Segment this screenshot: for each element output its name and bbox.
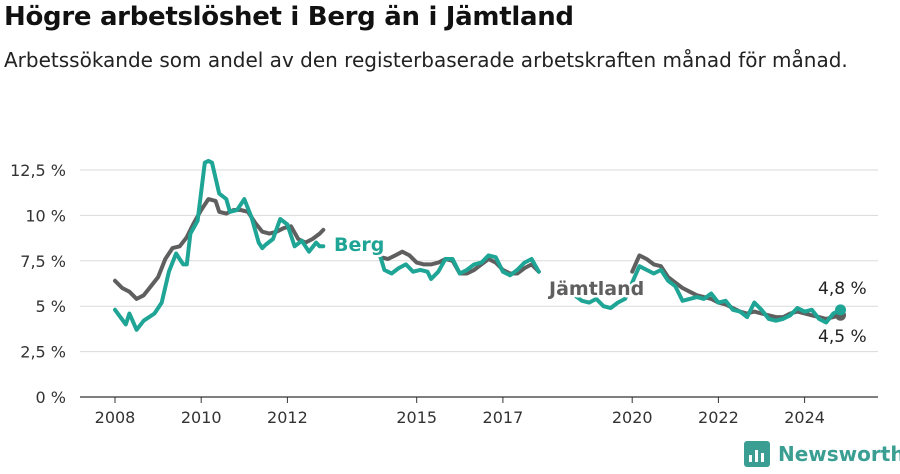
series-labels: Berg Jämtland 4,8 % 4,5 %: [332, 232, 867, 348]
series-line-berg: [572, 264, 843, 325]
y-tick-label: 7,5 %: [20, 252, 66, 271]
y-tick-label: 2,5 %: [20, 343, 66, 362]
series-line-jamtland: [113, 197, 326, 301]
y-tick-labels: 0 % 2,5 % 5 % 7,5 % 10 % 12,5 %: [10, 161, 66, 407]
x-tick-label: 2010: [181, 408, 222, 427]
series-name-label: Berg: [334, 234, 384, 256]
x-tick-label: 2012: [267, 408, 308, 427]
x-axis: 2008 2010 2012 2015 2017 2020 2022 2024: [80, 396, 878, 427]
end-value-label: 4,8 %: [818, 279, 867, 299]
y-tick-label: 5 %: [36, 297, 66, 316]
chart-title: Högre arbetslöshet i Berg än i Jämtland: [4, 2, 574, 32]
y-tick-label: 12,5 %: [10, 161, 66, 180]
x-tick-label: 2020: [612, 408, 653, 427]
logo-text: Newsworthy: [778, 442, 900, 466]
series-name-label: Jämtland: [547, 278, 644, 300]
series-line-berg: [375, 244, 541, 281]
x-tick-label: 2022: [698, 408, 739, 427]
y-tick-label: 10 %: [25, 206, 66, 225]
newsworthy-logo: Newsworthy: [744, 441, 900, 467]
x-tick-label: 2017: [483, 408, 524, 427]
logo-mark-icon: [744, 441, 770, 467]
end-point-berg: [835, 304, 847, 316]
x-tick-label: 2008: [95, 408, 136, 427]
chart-subtitle: Arbetssökande som andel av den registerb…: [4, 48, 848, 72]
y-tick-label: 0 %: [36, 388, 66, 407]
series-lines: [113, 158, 847, 332]
x-tick-label: 2024: [784, 408, 825, 427]
series-line-berg: [113, 158, 326, 332]
x-tick-label: 2015: [396, 408, 437, 427]
end-value-label: 4,5 %: [818, 327, 867, 347]
